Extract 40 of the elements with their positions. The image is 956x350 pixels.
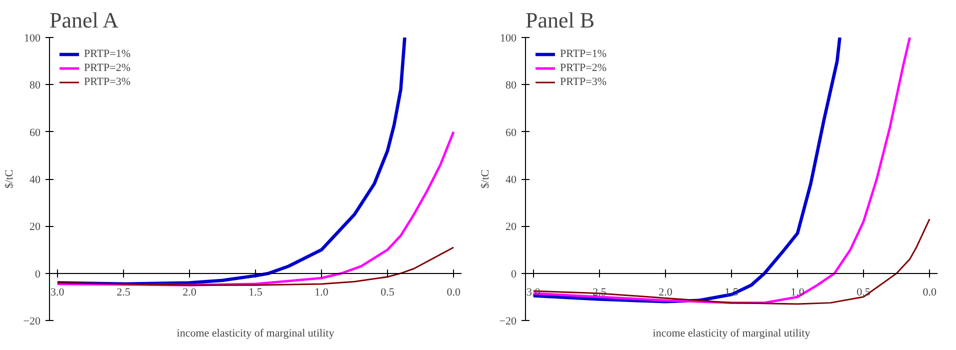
legend-label: PRTP=3%: [560, 75, 606, 89]
x-tick-label: 2.5: [116, 286, 131, 298]
chart-title: Panel A: [50, 8, 119, 32]
legend-label: PRTP=1%: [560, 47, 606, 61]
y-tick-label: 20: [506, 221, 517, 234]
line-series: [56, 130, 455, 286]
legend-label: PRTP=3%: [84, 75, 130, 89]
y-tick-label: 100: [24, 32, 41, 44]
y-tick-label: 0: [511, 268, 517, 280]
x-tick-label: 3.0: [50, 286, 65, 298]
x-tick-label: 1.5: [248, 286, 263, 298]
y-tick-label: 80: [506, 80, 517, 92]
y-tick-label: 100: [500, 32, 517, 44]
x-tick-label: 1.0: [314, 286, 329, 298]
y-tick-label: −20: [499, 316, 517, 328]
y-tick-label: 60: [30, 126, 41, 139]
x-tick-label: 2.0: [182, 286, 197, 298]
x-axis-title: income elasticity of marginal utility: [176, 328, 335, 340]
y-tick-label: 40: [506, 174, 517, 186]
legend-label: PRTP=2%: [84, 61, 130, 75]
x-tick-label: 0.0: [922, 286, 937, 298]
x-tick-label: 0.5: [380, 286, 395, 298]
x-axis-title: income elasticity of marginal utility: [652, 328, 811, 340]
legend-label: PRTP=1%: [84, 47, 130, 61]
line-series: [56, 246, 454, 286]
y-axis-title: $/tC: [479, 170, 492, 188]
chart-title: Panel B: [526, 8, 595, 32]
x-tick-label: 2.0: [658, 286, 673, 298]
x-tick-label: 0.5: [856, 286, 871, 298]
y-tick-label: −20: [23, 316, 41, 328]
y-axis-title: $/tC: [3, 170, 16, 188]
y-tick-label: 40: [30, 174, 41, 186]
y-tick-label: 20: [30, 221, 41, 234]
x-tick-label: 1.0: [790, 286, 805, 298]
y-tick-label: 60: [506, 126, 517, 139]
legend-label: PRTP=2%: [560, 61, 606, 75]
y-tick-label: 0: [35, 268, 41, 280]
x-tick-label: 1.5: [724, 286, 739, 298]
y-tick-label: 80: [30, 80, 41, 92]
x-tick-label: 0.0: [446, 286, 461, 298]
